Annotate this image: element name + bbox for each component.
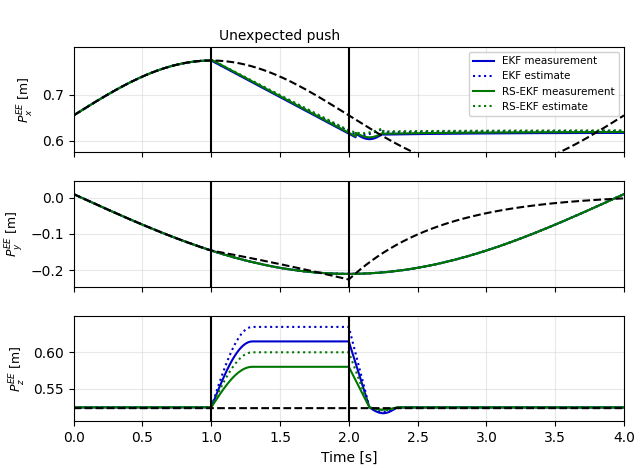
RS-EKF measurement [338,126,346,132]
Line: RS-EKF estimate: RS-EKF estimate [74,59,624,133]
EKF estimate [504,128,511,134]
EKF measurement [604,130,612,136]
RS-EKF estimate [604,128,612,133]
EKF measurement [605,130,612,136]
EKF estimate [323,117,331,123]
RS-EKF estimate [323,117,331,122]
RS-EKF measurement [605,129,612,135]
Line: EKF estimate: EKF estimate [74,60,624,135]
EKF measurement [70,113,77,118]
EKF estimate [70,113,77,118]
RS-EKF estimate [338,124,346,130]
EKF estimate [98,95,106,101]
RS-EKF measurement [504,130,511,135]
RS-EKF measurement [207,57,215,62]
RS-EKF measurement [620,129,628,135]
EKF measurement [207,58,215,63]
RS-EKF estimate [207,57,215,62]
EKF estimate [207,58,215,63]
EKF estimate [605,128,612,134]
Y-axis label: $P_y^{EE}$ [m]: $P_y^{EE}$ [m] [3,211,25,257]
EKF measurement [365,136,373,142]
Y-axis label: $P_z^{EE}$ [m]: $P_z^{EE}$ [m] [8,345,28,392]
RS-EKF measurement [365,134,373,140]
RS-EKF estimate [620,128,628,133]
EKF measurement [98,95,106,101]
RS-EKF measurement [604,129,612,135]
RS-EKF estimate [70,113,77,118]
RS-EKF measurement [98,95,106,101]
Line: RS-EKF measurement: RS-EKF measurement [74,59,624,137]
Text: Unexpected push: Unexpected push [220,29,340,43]
RS-EKF estimate [98,95,106,101]
EKF measurement [504,131,511,136]
EKF estimate [604,128,612,134]
Legend: EKF measurement, EKF estimate, RS-EKF measurement, RS-EKF estimate: EKF measurement, EKF estimate, RS-EKF me… [468,52,619,116]
EKF measurement [323,119,331,125]
EKF measurement [338,127,346,132]
RS-EKF estimate [605,128,612,133]
X-axis label: Time [s]: Time [s] [321,451,377,464]
RS-EKF estimate [504,128,511,133]
EKF estimate [358,132,366,138]
EKF estimate [338,125,346,131]
EKF measurement [620,130,628,136]
RS-EKF estimate [358,131,366,136]
EKF estimate [620,128,628,134]
RS-EKF measurement [323,118,331,124]
Line: EKF measurement: EKF measurement [74,60,624,139]
RS-EKF measurement [70,113,77,118]
Y-axis label: $P_x^{EE}$ [m]: $P_x^{EE}$ [m] [16,76,36,123]
